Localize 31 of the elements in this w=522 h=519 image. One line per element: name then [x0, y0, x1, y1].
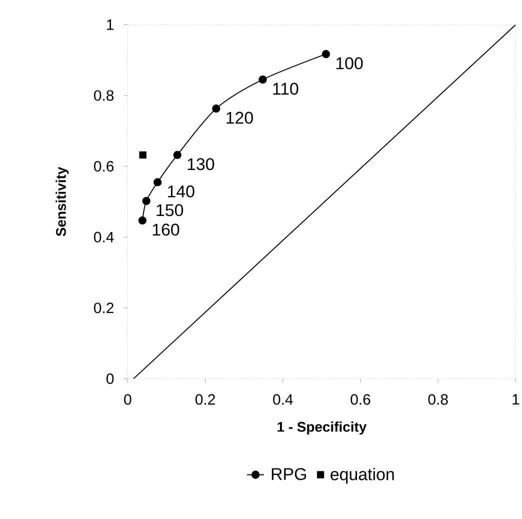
legend-label: RPG: [272, 468, 306, 480]
y-tick-label: 0.4: [94, 232, 114, 242]
point: [322, 50, 330, 58]
x-axis-title: 1 - Specificity: [278, 422, 367, 435]
legend-label: equation: [330, 468, 394, 484]
x-tick-label: 0.6: [350, 394, 370, 405]
point: [258, 75, 267, 84]
annotation: 150: [156, 204, 184, 216]
annotation: 100: [336, 57, 363, 70]
annotation: 160: [152, 224, 180, 236]
x-tick-label: 1: [512, 394, 520, 404]
x-tick-label: 0.4: [273, 394, 293, 405]
annotation: 120: [226, 112, 253, 124]
y-tick-label: 0.6: [94, 161, 114, 172]
y-axis-title: Sensitivity: [56, 166, 69, 236]
point: [173, 150, 182, 160]
y-tick-label: 0.2: [94, 302, 114, 314]
x-tick-label: 0.8: [428, 394, 448, 405]
annotation: 140: [168, 185, 194, 198]
annotation: 130: [188, 158, 214, 170]
point: [138, 216, 147, 225]
x-tick-label: 0.2: [195, 394, 215, 405]
point: [212, 104, 220, 113]
x-tick-label: 0: [124, 394, 132, 405]
y-tick-label: 0: [106, 373, 114, 384]
point: [153, 178, 162, 186]
y-tick-label: 0.8: [94, 90, 114, 101]
point: [142, 196, 150, 206]
point: [139, 151, 146, 159]
y-tick-label: 1: [107, 20, 114, 30]
annotation: 110: [273, 82, 298, 95]
